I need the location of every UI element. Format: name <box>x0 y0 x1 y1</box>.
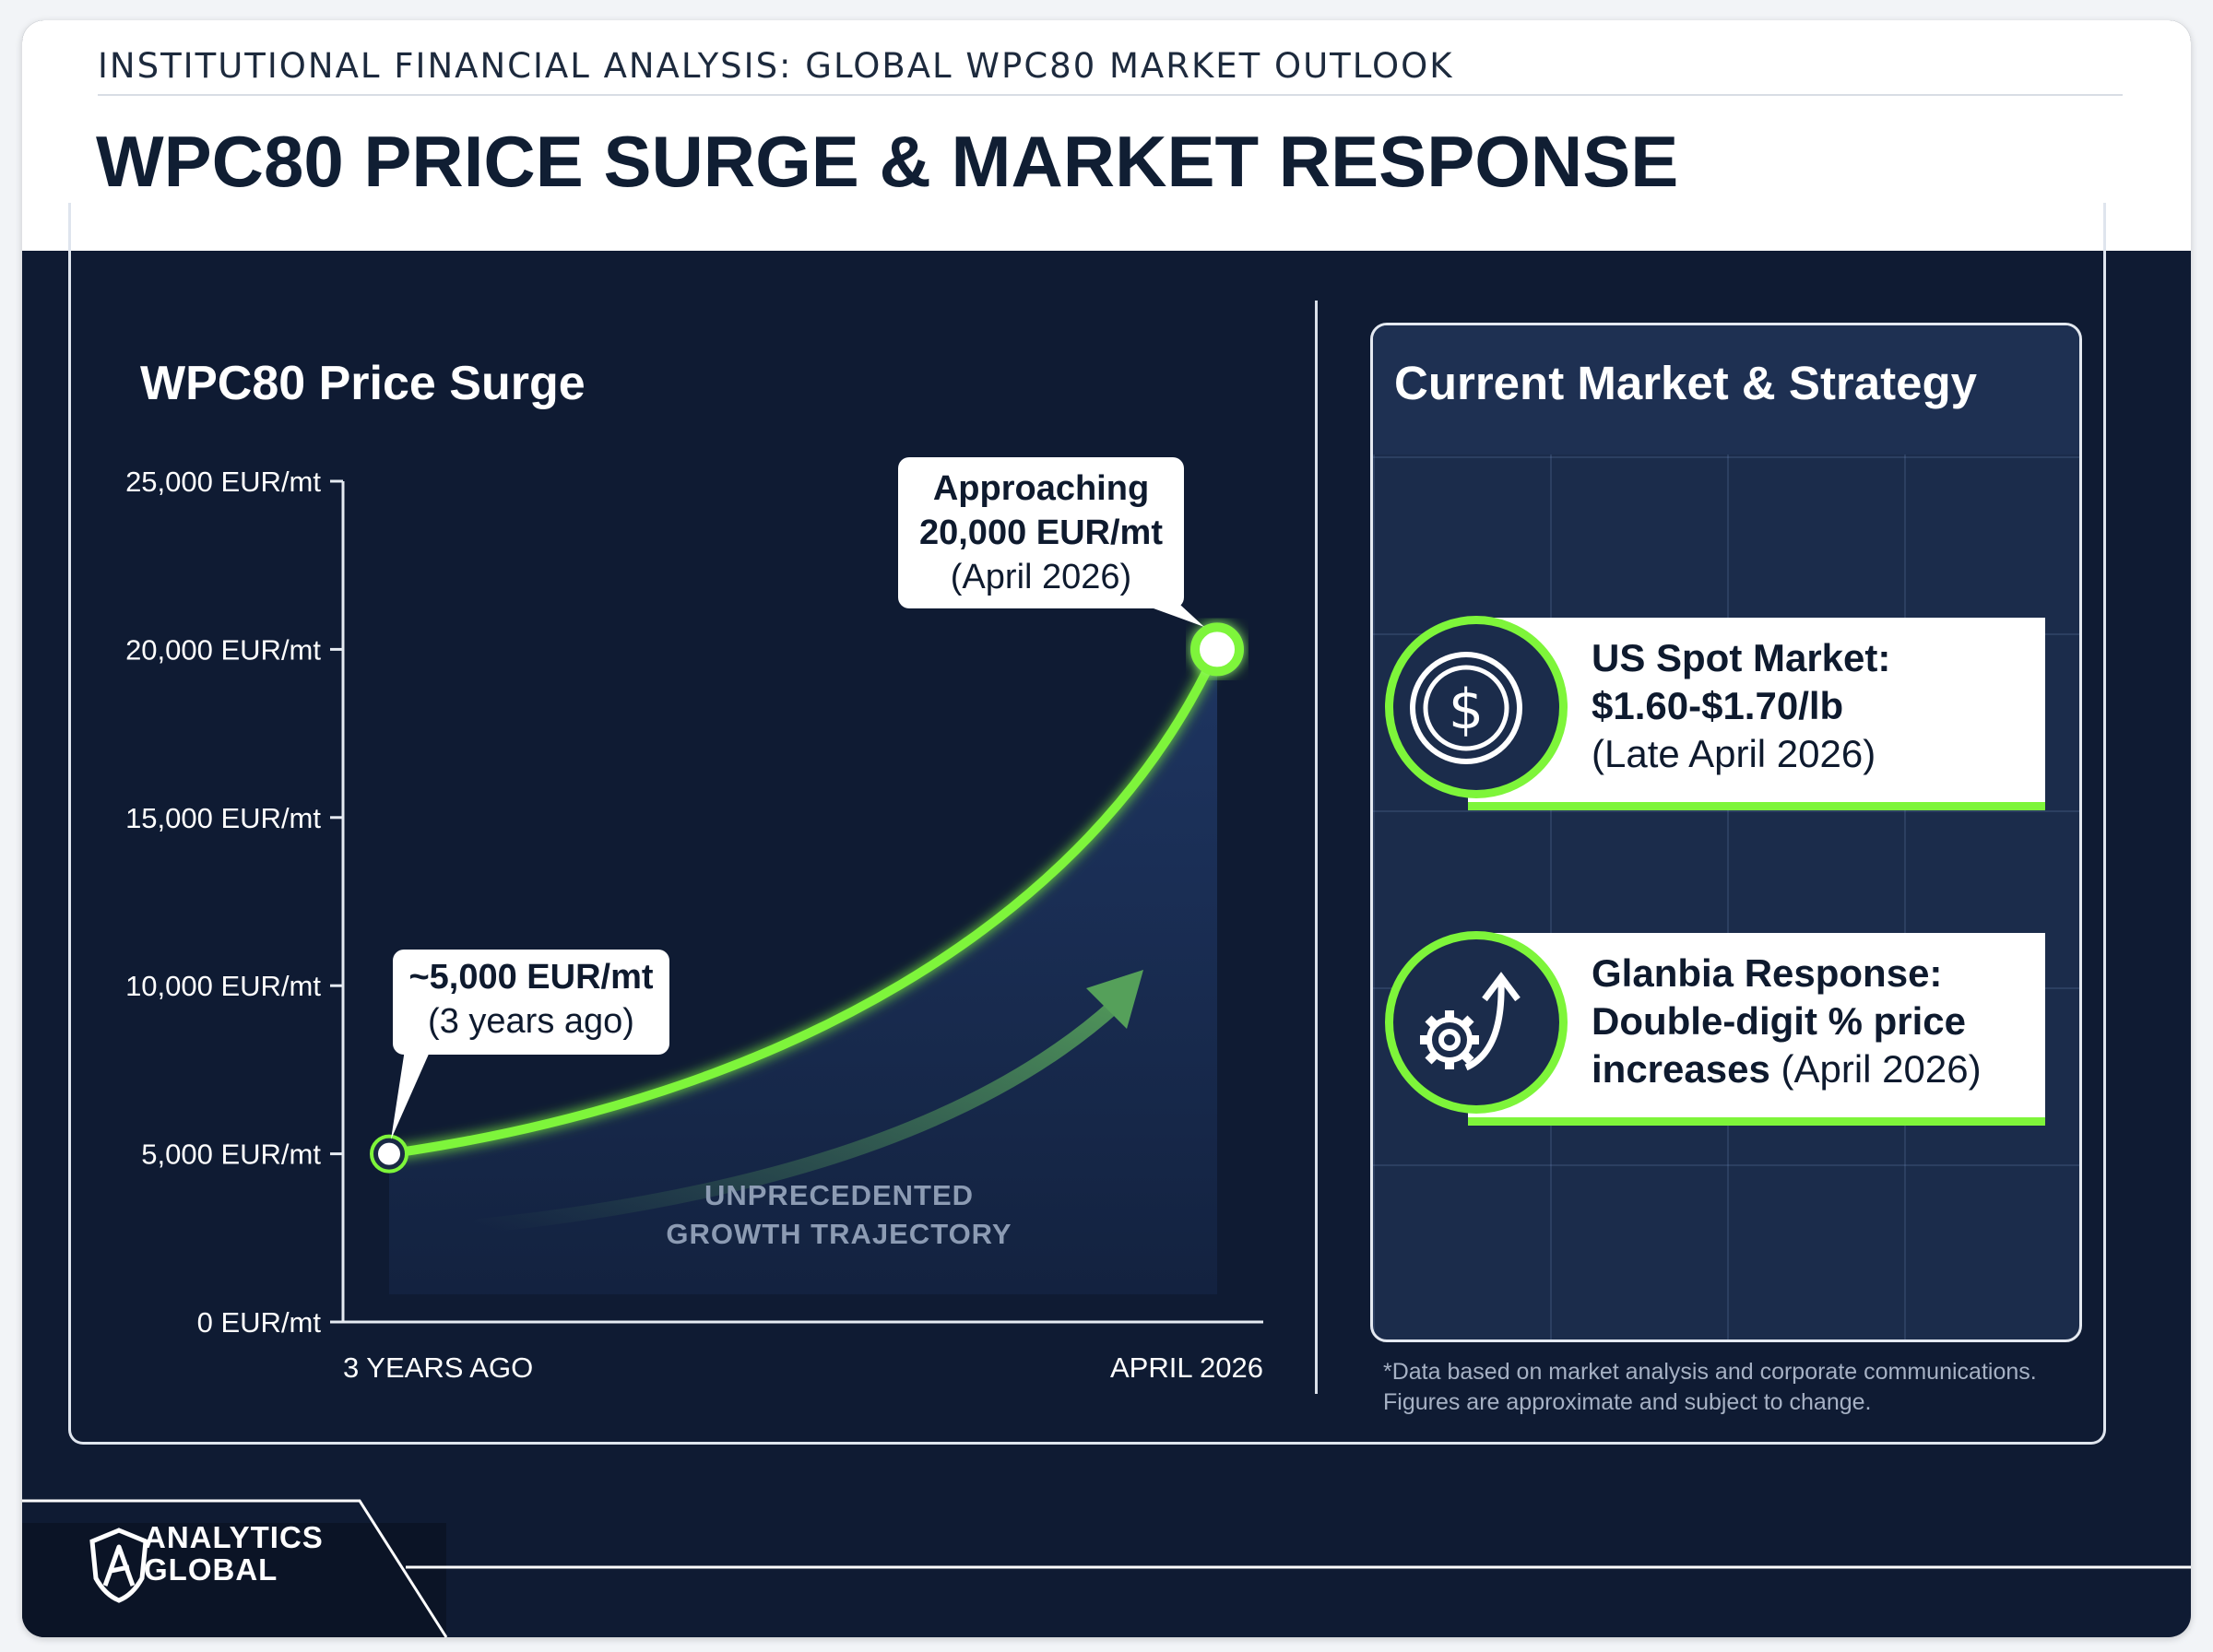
end-callout-line1: Approaching <box>932 469 1150 508</box>
glanbia-card-value: Double-digit % price <box>1592 999 1967 1043</box>
y-tick-label: 25,000 EUR/mt <box>125 466 321 498</box>
start-callout-pointer <box>391 1044 433 1139</box>
gear-disc <box>1385 931 1568 1114</box>
market-strategy-panel <box>1370 323 2082 1342</box>
y-tick-label: 20,000 EUR/mt <box>125 633 321 666</box>
spot-card-heading: US Spot Market: <box>1592 636 1891 679</box>
start-callout-date: (3 years ago) <box>428 1002 634 1041</box>
growth-arrow-head <box>1086 970 1143 1029</box>
brand-logo-text: ANALYTICS GLOBAL <box>144 1521 324 1586</box>
growth-arrow <box>472 997 1123 1233</box>
header-kicker: INSTITUTIONAL FINANCIAL ANALYSIS: GLOBAL… <box>98 46 1454 86</box>
data-point-end <box>1190 622 1244 677</box>
trajectory-label: UNPRECEDENTED GROWTH TRAJECTORY <box>645 1176 1033 1254</box>
trajectory-label-line1: UNPRECEDENTED <box>704 1179 975 1211</box>
panel-divider <box>1315 301 1318 1394</box>
glanbia-card-date: (April 2026) <box>1769 1047 1982 1091</box>
shield-logo-icon <box>89 1528 148 1603</box>
spot-card-value: $1.60-$1.70/lb <box>1592 684 1844 727</box>
svg-text:$: $ <box>1449 678 1484 742</box>
content-frame <box>68 203 2106 1445</box>
end-callout-value: 20,000 EUR/mt <box>918 513 1163 552</box>
glanbia-card-bold: increases <box>1592 1047 1770 1091</box>
header: INSTITUTIONAL FINANCIAL ANALYSIS: GLOBAL… <box>22 20 2191 251</box>
x-tick-label: APRIL 2026 <box>1110 1351 1263 1384</box>
header-rule <box>98 94 2123 96</box>
y-tick-label: 0 EUR/mt <box>197 1306 322 1339</box>
y-tick-label: 5,000 EUR/mt <box>141 1139 321 1171</box>
chart-title: WPC80 Price Surge <box>140 357 586 410</box>
y-tick-label: 10,000 EUR/mt <box>125 970 321 1002</box>
start-value-callout: ~5,000 EUR/mt (3 years ago) <box>393 950 669 1055</box>
x-tick-label: 3 YEARS AGO <box>343 1351 533 1384</box>
footnote-line2: Figures are approximate and subject to c… <box>1383 1389 1872 1415</box>
market-panel-header <box>1373 325 2079 454</box>
trajectory-label-line2: GROWTH TRAJECTORY <box>666 1218 1012 1250</box>
end-callout-pointer <box>1143 605 1204 627</box>
footnote-line1: *Data based on market analysis and corpo… <box>1383 1359 2037 1385</box>
glanbia-card-heading: Glanbia Response: <box>1592 951 1943 995</box>
gear-arrow-up-icon <box>1420 972 1521 1071</box>
end-callout-date: (April 2026) <box>950 558 1132 596</box>
page-title: WPC80 PRICE SURGE & MARKET RESPONSE <box>96 121 1679 202</box>
end-value-callout: Approaching 20,000 EUR/mt (April 2026) <box>898 457 1184 608</box>
dollar-coin-icon: $ <box>1410 652 1522 764</box>
brand-line2: GLOBAL <box>144 1552 278 1587</box>
brand-line1: ANALYTICS <box>144 1520 324 1554</box>
area-fill <box>389 649 1217 1294</box>
spot-card-date: (Late April 2026) <box>1592 732 1876 775</box>
data-point-start-ring <box>370 1134 408 1174</box>
market-panel-title: Current Market & Strategy <box>1394 357 1977 409</box>
footnote: *Data based on market analysis and corpo… <box>1383 1357 2037 1418</box>
y-tick-label: 15,000 EUR/mt <box>125 802 321 834</box>
data-point-start <box>371 1135 408 1173</box>
glanbia-response-card: Glanbia Response: Double-digit % price i… <box>1468 933 2045 1126</box>
start-callout-value: ~5,000 EUR/mt <box>408 958 654 997</box>
series-line <box>385 644 1222 1159</box>
